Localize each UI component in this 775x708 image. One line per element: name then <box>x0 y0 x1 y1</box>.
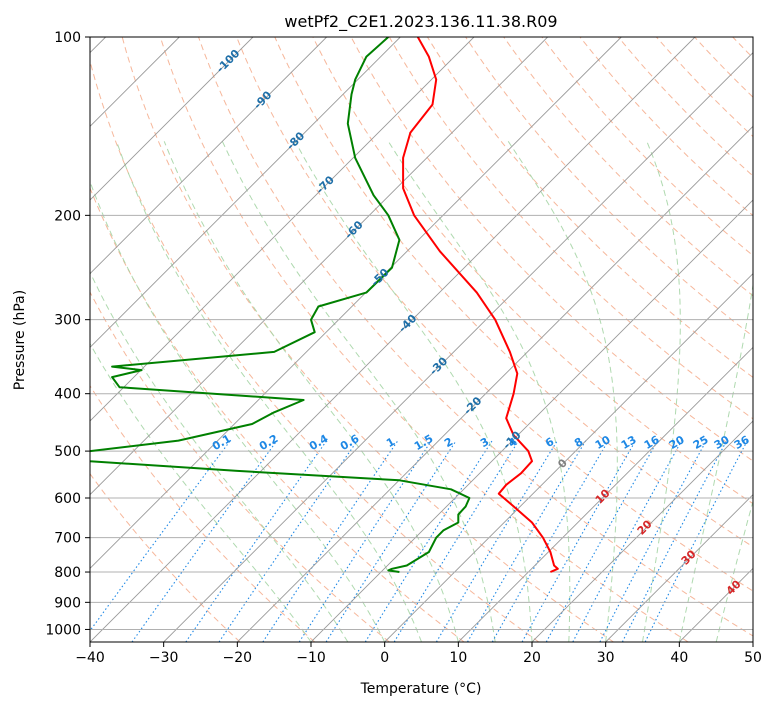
mixing-ratio-line <box>521 440 637 642</box>
y-tick-label: 600 <box>54 491 81 507</box>
y-axis-label: Pressure (hPa) <box>12 290 28 390</box>
isotherm-line <box>310 199 753 642</box>
y-tick-label: 100 <box>54 30 81 46</box>
dry-adiabat <box>90 291 390 642</box>
x-tick-label: 40 <box>670 650 688 666</box>
y-tick-label: 300 <box>54 313 81 329</box>
x-tick-label: −30 <box>149 650 179 666</box>
dry-adiabat <box>617 37 753 177</box>
x-tick-label: 0 <box>380 650 389 666</box>
dry-adiabat <box>198 37 753 637</box>
x-tick-label: −10 <box>296 650 326 666</box>
isotherm-line <box>90 37 622 569</box>
dry-adiabat <box>312 37 753 505</box>
chart-title: wetPf2_C2E1.2023.136.11.38.R09 <box>284 12 557 32</box>
isotherm-line <box>90 37 401 348</box>
mixing-ratio-line <box>298 440 432 642</box>
mixing-ratio-line <box>435 440 558 642</box>
isotherm-line <box>90 37 327 275</box>
dry-adiabat <box>90 59 540 642</box>
dry-adiabat <box>388 37 753 420</box>
x-tick-label: 10 <box>449 650 467 666</box>
isotherm-line <box>605 494 753 642</box>
dewpoint-line <box>90 37 471 573</box>
temperature-line <box>402 37 559 573</box>
mixing-ratio-line <box>491 440 609 642</box>
series-group <box>90 37 559 573</box>
y-tick-label: 800 <box>54 565 81 581</box>
x-tick-label: −40 <box>75 650 105 666</box>
mixing-ratio-line <box>131 440 278 642</box>
isotherm-line <box>90 37 696 642</box>
dry-adiabat <box>274 37 753 548</box>
mixing-ratio-line <box>599 440 707 642</box>
dry-adiabat <box>90 384 316 642</box>
x-tick-label: 20 <box>523 650 541 666</box>
dry-adiabat <box>426 37 753 378</box>
mixing-ratio-line <box>218 440 358 642</box>
y-tick-label: 400 <box>54 387 81 403</box>
mixing-ratio-line <box>644 440 748 642</box>
isotherm-line <box>458 346 753 642</box>
isotherm-line <box>384 273 753 642</box>
x-tick-label: 50 <box>744 650 762 666</box>
x-tick-label: −20 <box>223 650 253 666</box>
x-axis: −40 −30 −20 −10 0 10 20 30 40 50 <box>75 642 762 666</box>
mixing-ratio-line <box>262 440 399 642</box>
y-axis: 100 200 300 400 500 600 700 800 900 1000 <box>45 30 90 638</box>
isotherm-line <box>90 37 475 422</box>
isotherm-line <box>163 52 753 642</box>
pressure-grid <box>90 37 753 630</box>
mixing-ratio-line <box>90 440 231 632</box>
dry-adiabat <box>503 37 753 297</box>
mixing-ratio-line <box>467 440 587 642</box>
isotherm-line <box>531 420 753 642</box>
y-tick-label: 900 <box>54 595 81 611</box>
y-tick-label: 700 <box>54 531 81 547</box>
y-tick-label: 500 <box>54 444 81 460</box>
x-tick-label: 30 <box>597 650 615 666</box>
dry-adiabat <box>90 186 465 642</box>
mixing-ratio-line <box>393 440 520 642</box>
isotherm-line <box>90 37 548 496</box>
y-tick-label: 1000 <box>45 622 81 638</box>
dry-adiabat <box>159 37 689 642</box>
dry-adiabat <box>236 37 753 592</box>
isotherm-line <box>237 125 753 642</box>
isotherm-line <box>90 37 254 201</box>
y-tick-label: 200 <box>54 208 81 224</box>
x-axis-label: Temperature (°C) <box>360 681 482 697</box>
plot-frame <box>89 36 754 643</box>
